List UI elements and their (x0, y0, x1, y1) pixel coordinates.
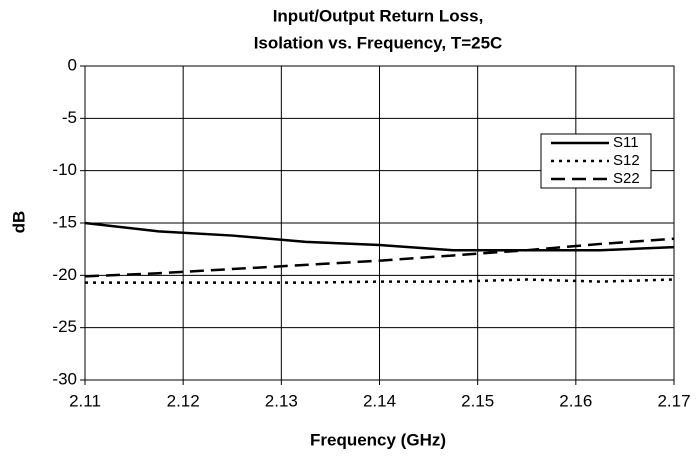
x-axis-label: Frequency (GHz) (310, 430, 446, 449)
y-tick-label: -10 (52, 160, 77, 179)
x-tick-label: 2.14 (363, 391, 396, 410)
y-tick-label: -20 (52, 265, 77, 284)
x-tick-label: 2.17 (657, 391, 690, 410)
legend-label: S11 (613, 134, 639, 151)
x-tick-label: 2.12 (167, 391, 200, 410)
y-tick-label: 0 (68, 55, 77, 74)
chart-title: Isolation vs. Frequency, T=25C (254, 33, 503, 52)
y-tick-label: -30 (52, 369, 77, 388)
legend-label: S22 (613, 170, 640, 187)
x-tick-label: 2.11 (69, 391, 101, 410)
chart-title: Input/Output Return Loss, (273, 6, 484, 25)
x-tick-label: 2.15 (461, 391, 494, 410)
y-tick-label: -25 (52, 317, 77, 336)
series-line (85, 278, 675, 284)
series-line (84, 221, 675, 252)
x-tick-label: 2.13 (265, 391, 298, 410)
x-tick-label: 2.16 (559, 391, 592, 410)
y-tick-label: -5 (62, 108, 77, 127)
y-tick-label: -15 (52, 212, 77, 231)
y-axis-label: dB (9, 211, 28, 234)
series-line (84, 237, 675, 278)
legend-label: S12 (613, 152, 640, 169)
